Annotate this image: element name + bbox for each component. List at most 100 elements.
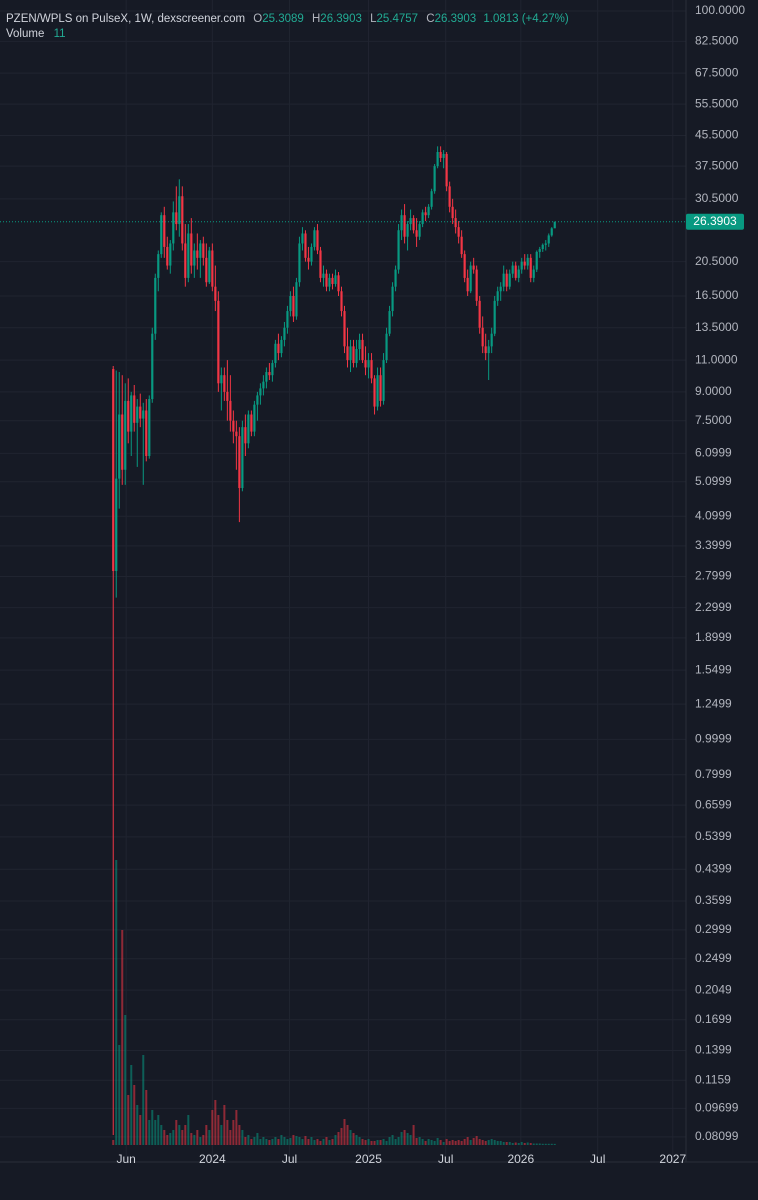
candle-body: [184, 243, 187, 278]
y-tick-label: 1.5499: [695, 662, 732, 676]
candle-body: [301, 233, 304, 244]
candle-body: [472, 265, 475, 270]
y-tick-label: 0.09699: [695, 1101, 739, 1115]
candle-body: [364, 360, 367, 368]
last-price-box: [686, 213, 744, 230]
volume-bar: [505, 1142, 508, 1145]
y-tick-label: 55.5000: [695, 96, 739, 110]
volume-bar: [397, 1137, 400, 1145]
volume-bar: [160, 1125, 163, 1145]
candle-body: [178, 196, 181, 225]
candle-body: [505, 273, 508, 287]
candle-body: [439, 152, 442, 158]
candle-body: [328, 277, 331, 287]
candle-body: [511, 265, 514, 274]
volume-bar: [184, 1125, 187, 1145]
candle-body: [376, 375, 379, 407]
candle-body: [253, 404, 256, 432]
candle-body: [325, 273, 328, 287]
candle-body: [232, 420, 235, 432]
candle-body: [265, 372, 268, 382]
volume-bar: [166, 1135, 169, 1145]
volume-bar: [271, 1139, 274, 1145]
volume-bar: [325, 1137, 328, 1145]
candle-body: [466, 277, 469, 292]
volume-bar: [208, 1130, 211, 1145]
candle-body: [424, 212, 427, 216]
y-tick-label: 45.5000: [695, 128, 739, 142]
volume-bar: [517, 1143, 520, 1145]
volume-bar: [400, 1132, 403, 1145]
volume-bar: [280, 1135, 283, 1145]
y-tick-label: 37.5000: [695, 158, 739, 172]
candle-body: [250, 414, 253, 432]
candle-body: [199, 243, 202, 258]
candle-body: [124, 400, 127, 470]
volume-bar: [211, 1110, 214, 1145]
volume-bar: [460, 1141, 463, 1145]
volume-bar: [526, 1142, 529, 1145]
candle-body: [295, 282, 298, 317]
candle-body: [433, 166, 436, 192]
volume-bar: [511, 1143, 514, 1145]
last-price-label: 26.3903: [693, 214, 737, 228]
volume-bar: [136, 1105, 139, 1145]
volume-bar: [286, 1139, 289, 1145]
y-tick-label: 5.0999: [695, 474, 732, 488]
candle-body: [538, 249, 541, 252]
candle-body: [406, 224, 409, 237]
y-tick-label: 3.3999: [695, 538, 732, 552]
candle-body: [478, 300, 481, 328]
volume-bar: [163, 1130, 166, 1145]
candle-body: [508, 273, 511, 287]
volume-bar: [295, 1136, 298, 1145]
candle-body: [274, 343, 277, 364]
candle-body: [310, 246, 313, 262]
volume-bar: [238, 1125, 241, 1145]
volume-bar: [289, 1138, 292, 1145]
volume-bar: [157, 1115, 160, 1145]
volume-bar: [514, 1142, 517, 1145]
volume-value: 11: [53, 28, 66, 40]
candle-body: [214, 286, 217, 301]
candle-body: [145, 410, 148, 456]
candle-body: [469, 265, 472, 292]
x-tick-label: 2026: [507, 1152, 534, 1166]
x-tick-label: Jul: [282, 1152, 297, 1166]
volume-bar: [343, 1119, 346, 1145]
y-tick-label: 4.0999: [695, 508, 732, 522]
volume-bar: [346, 1125, 349, 1145]
candle-body: [529, 257, 532, 278]
x-tick-label: 2025: [355, 1152, 382, 1166]
candle-body: [220, 375, 223, 384]
candle-body: [487, 346, 490, 354]
candle-body: [358, 339, 361, 350]
y-tick-label: 82.5000: [695, 34, 739, 48]
candle-body: [550, 228, 553, 236]
y-tick-label: 2.2999: [695, 600, 732, 614]
y-tick-label: 7.5000: [695, 413, 732, 427]
volume-bar: [391, 1135, 394, 1145]
candle-body: [514, 265, 517, 278]
candle-body: [136, 406, 139, 423]
volume-bar: [202, 1135, 205, 1145]
y-tick-label: 0.1399: [695, 1043, 732, 1057]
volume-bar: [178, 1125, 181, 1145]
candle-body: [403, 215, 406, 237]
volume-bar: [112, 1140, 115, 1145]
candle-body: [256, 395, 259, 405]
y-tick-label: 0.6599: [695, 797, 732, 811]
volume-bar: [358, 1137, 361, 1145]
ohlc-value: 26.3903: [320, 13, 362, 25]
candle-body: [397, 230, 400, 270]
volume-bar: [274, 1137, 277, 1145]
candle-body: [169, 243, 172, 266]
candle-body: [133, 395, 136, 423]
candle-body: [412, 218, 415, 231]
candle-body: [223, 375, 226, 392]
volume-bar: [454, 1141, 457, 1145]
x-tick-label: 2027: [659, 1152, 686, 1166]
volume-bar: [523, 1143, 526, 1145]
y-tick-label: 0.9999: [695, 732, 732, 746]
